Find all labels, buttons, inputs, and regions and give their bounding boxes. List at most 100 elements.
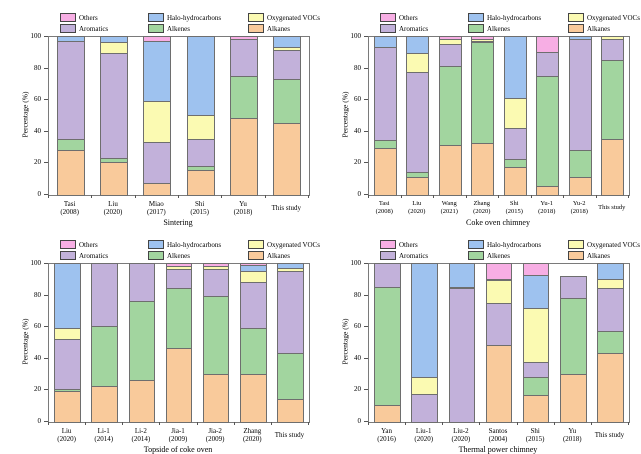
y-tick bbox=[44, 389, 48, 391]
legend-label: Halo-hydrocarbons bbox=[167, 240, 222, 249]
x-category-label: Tasi (2008) bbox=[375, 200, 393, 215]
segment-alkanes bbox=[438, 145, 462, 196]
segment-alkenes bbox=[471, 42, 495, 146]
legend-item-others: Others bbox=[380, 12, 466, 23]
segment-alkanes bbox=[202, 373, 230, 424]
stacked-bar-this-study bbox=[273, 36, 302, 197]
bar-slot bbox=[222, 35, 265, 196]
bar-slot bbox=[266, 36, 309, 197]
alkenes-swatch bbox=[468, 251, 484, 260]
bar-slot bbox=[499, 36, 532, 196]
segment-aromatics bbox=[406, 72, 430, 174]
x-tick bbox=[498, 195, 499, 198]
x-category-label: This study bbox=[274, 431, 305, 439]
stacked-bar-yan-2016- bbox=[374, 263, 401, 423]
x-category-label: Yu-2 (2018) bbox=[570, 200, 588, 215]
bar-slot bbox=[592, 263, 629, 423]
segment-alkenes bbox=[56, 138, 85, 152]
bar-slot bbox=[434, 35, 467, 196]
legend-label: Oxygenated VOCs bbox=[587, 13, 640, 22]
alkenes-swatch bbox=[148, 24, 164, 33]
legend-item-halo-hydrocarbons: Halo-hydrocarbons bbox=[468, 12, 566, 23]
legend-label: Alkenes bbox=[487, 251, 510, 260]
others-swatch bbox=[60, 13, 76, 22]
stacked-bar-yu-2018- bbox=[229, 35, 258, 196]
legend-item-others: Others bbox=[60, 239, 146, 250]
y-axis-title: Percentage (%) bbox=[340, 318, 350, 365]
x-category-label: Shi (2015) bbox=[190, 200, 209, 216]
y-tick bbox=[364, 99, 368, 101]
x-tick bbox=[308, 422, 309, 425]
bar-slot bbox=[518, 263, 555, 424]
y-axis-title: Percentage (%) bbox=[20, 91, 30, 138]
segment-aromatics bbox=[597, 288, 624, 333]
legend-label: Oxygenated VOCs bbox=[267, 13, 320, 22]
segment-alkenes bbox=[240, 327, 267, 376]
bar-slot bbox=[369, 36, 402, 196]
segment-alkanes bbox=[568, 176, 592, 197]
segment-halo-hydrocarbons bbox=[277, 263, 304, 270]
segment-others bbox=[536, 36, 560, 54]
segment-aromatics bbox=[56, 40, 85, 141]
legend-item-oxygenated-vocs: Oxygenated VOCs bbox=[248, 239, 320, 250]
legend-label: Alkanes bbox=[267, 251, 290, 260]
segment-halo-hydrocarbons bbox=[143, 40, 172, 103]
segment-oxygenated-vocs bbox=[54, 327, 81, 341]
segment-alkanes bbox=[240, 373, 267, 424]
segment-oxygenated-vocs bbox=[448, 286, 476, 291]
bar-slot bbox=[160, 262, 197, 423]
y-tick bbox=[44, 67, 48, 69]
y-tick-label: 40 bbox=[34, 126, 41, 135]
x-tick bbox=[85, 422, 87, 425]
bar-slot bbox=[597, 35, 630, 197]
segment-halo-hydrocarbons bbox=[273, 36, 302, 50]
oxygenated-vocs-swatch bbox=[568, 240, 584, 249]
legend-label: Others bbox=[399, 240, 418, 249]
legend: Others Halo-hydrocarbons Oxygenated VOCs Ar… bbox=[60, 12, 320, 34]
plot-area bbox=[368, 263, 630, 424]
bar-slot bbox=[49, 36, 92, 197]
legend-label: Alkanes bbox=[267, 24, 290, 33]
segment-aromatics bbox=[165, 269, 193, 291]
stacked-bar-liu-2020- bbox=[99, 35, 128, 196]
stacked-bar-liu-2-2020- bbox=[448, 263, 476, 423]
x-axis-title: Topside of coke oven bbox=[143, 445, 213, 454]
segment-oxygenated-vocs bbox=[143, 100, 172, 144]
stacked-bar-zhang-2020- bbox=[240, 263, 267, 424]
segment-aromatics bbox=[568, 39, 592, 152]
stacked-bar-this-study bbox=[597, 263, 624, 423]
alkanes-swatch bbox=[248, 24, 264, 33]
segment-alkenes bbox=[277, 353, 304, 401]
legend-item-alkanes: Alkanes bbox=[568, 23, 641, 34]
y-tick bbox=[44, 194, 48, 195]
legend-item-alkenes: Alkenes bbox=[148, 250, 246, 261]
bar-slot bbox=[406, 263, 443, 423]
x-category-label: Shi (2015) bbox=[525, 427, 545, 443]
segment-aromatics bbox=[277, 270, 304, 356]
y-tick-label: 100 bbox=[350, 259, 362, 267]
x-tick bbox=[433, 195, 434, 198]
y-tick-label: 80 bbox=[354, 290, 361, 299]
segment-aromatics bbox=[374, 263, 401, 289]
segment-halo-hydrocarbons bbox=[411, 263, 438, 379]
segment-alkenes bbox=[438, 66, 462, 148]
bar-slot bbox=[272, 263, 309, 424]
y-tick bbox=[44, 357, 48, 359]
others-swatch bbox=[60, 240, 76, 249]
bar-slot bbox=[49, 263, 86, 424]
x-tick bbox=[368, 195, 369, 198]
segment-alkenes bbox=[165, 288, 193, 351]
segment-alkanes bbox=[373, 148, 397, 196]
segment-aromatics bbox=[536, 51, 560, 78]
stacked-bar-yu-1-2018- bbox=[536, 36, 560, 196]
segment-halo-hydrocarbons bbox=[568, 35, 592, 42]
x-axis-title: Coke oven chimney bbox=[466, 218, 530, 227]
segment-alkanes bbox=[99, 162, 128, 196]
legend-item-others: Others bbox=[380, 239, 466, 250]
bar-slot bbox=[369, 263, 406, 423]
legend-label: Aromatics bbox=[399, 251, 429, 260]
segment-aromatics bbox=[471, 40, 495, 45]
y-tick bbox=[364, 263, 368, 264]
segment-alkenes bbox=[503, 159, 527, 170]
y-tick-label: 40 bbox=[354, 353, 361, 362]
